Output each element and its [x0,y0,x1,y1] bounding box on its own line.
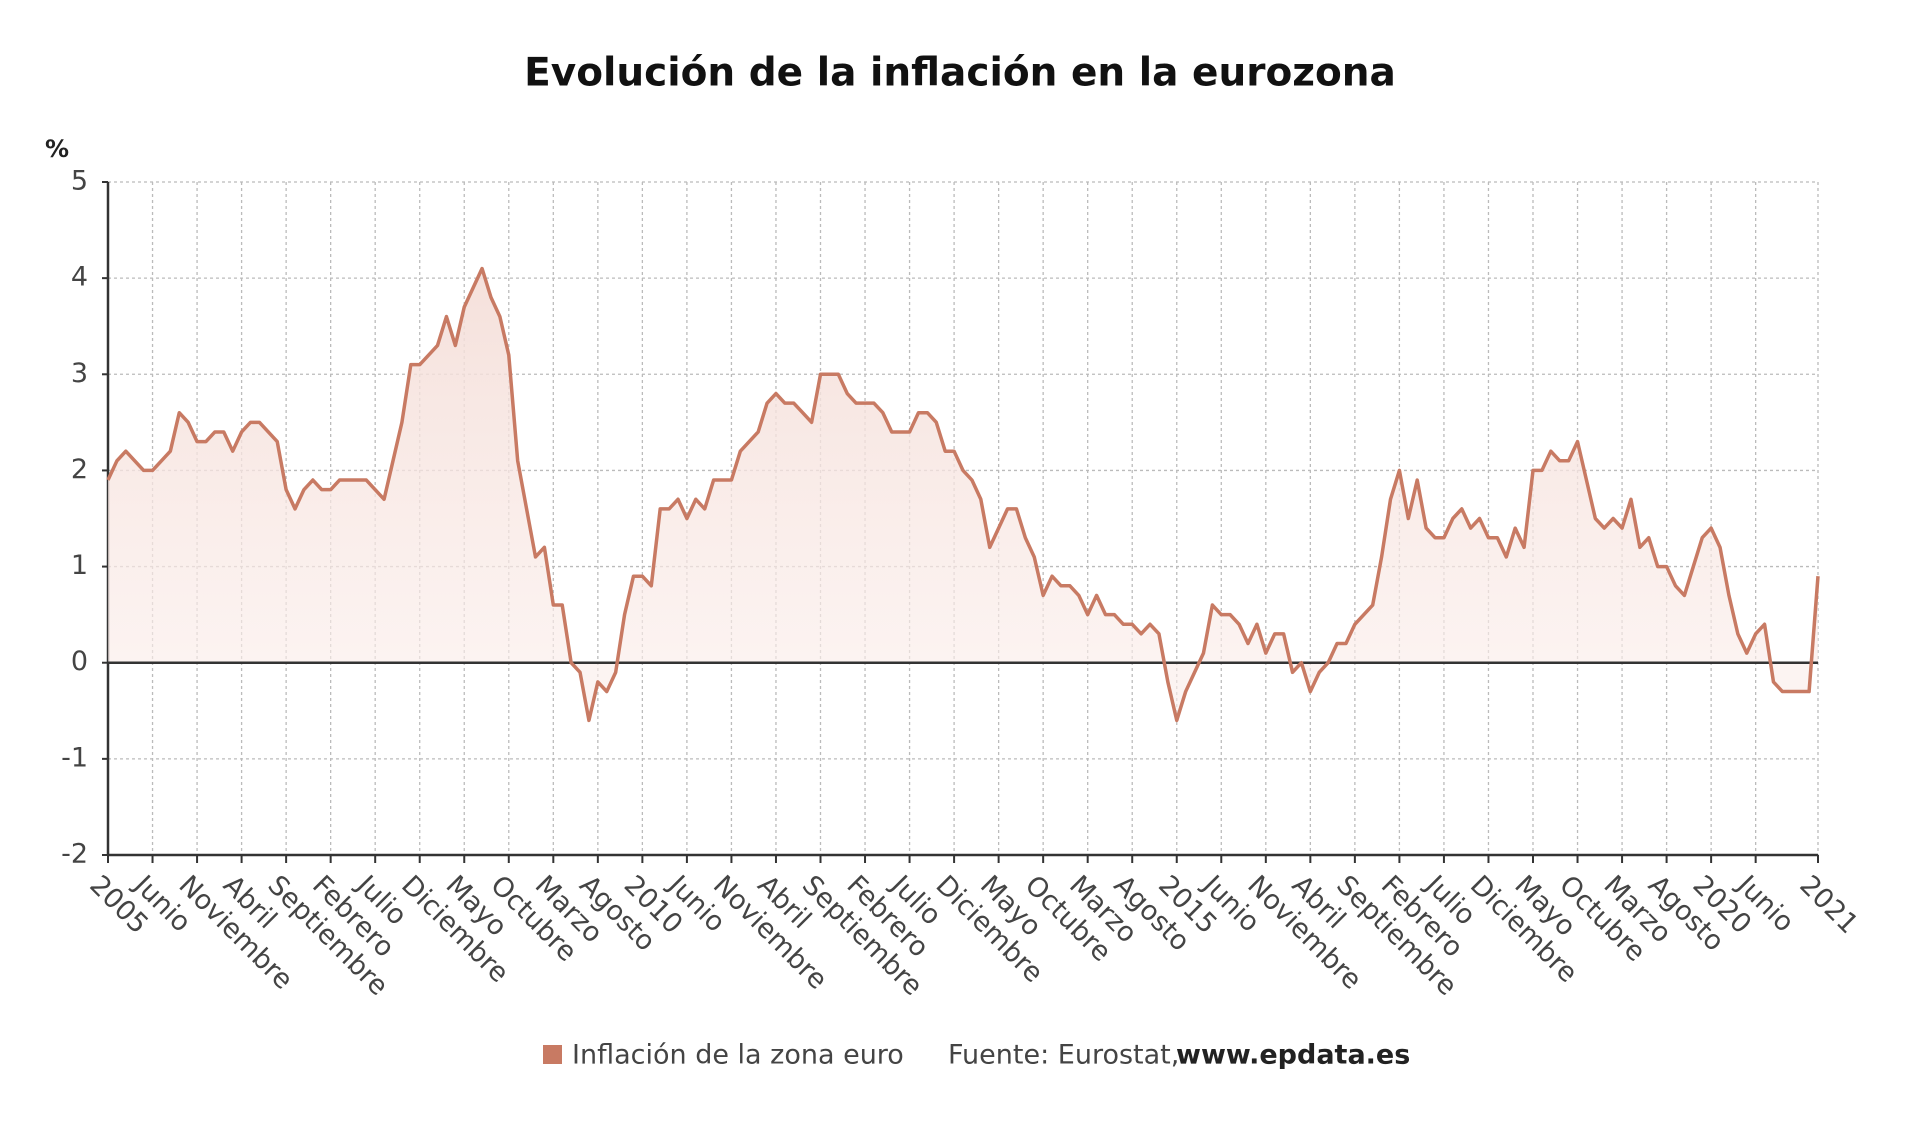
legend-label: Inflación de la zona euro [572,1040,904,1071]
y-tick-label: -2 [61,839,88,870]
y-tick-label: 1 [71,550,88,581]
chart-title: Evolución de la inflación en la eurozona [524,51,1396,96]
y-tick-label: 5 [71,166,88,197]
x-tick-label: 2021 [1793,870,1864,941]
source-site: www.epdata.es [1176,1040,1410,1071]
y-tick-label: 3 [71,358,88,389]
y-tick-label: 4 [71,262,88,293]
y-tick-label: -1 [61,742,88,773]
y-tick-label: 2 [71,454,88,485]
legend-swatch [543,1045,562,1064]
y-axis-unit: % [45,135,69,163]
source-label: Fuente: Eurostat, [948,1040,1179,1071]
legend: Inflación de la zona euro Fuente: Eurost… [543,1040,1410,1071]
area [108,268,1818,721]
line [106,266,1820,723]
y-tick-label: 0 [71,646,88,677]
